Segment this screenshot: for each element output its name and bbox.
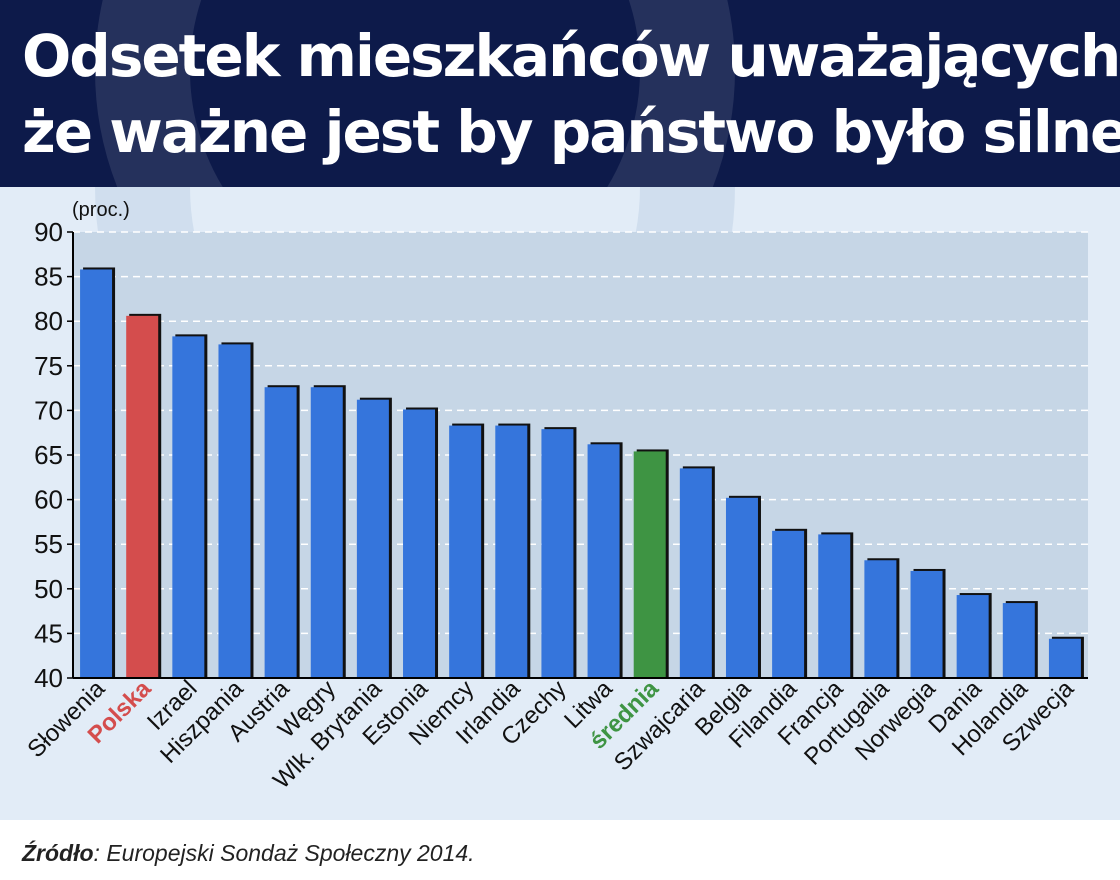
y-tick-label: 55 <box>34 529 63 559</box>
y-tick-label: 45 <box>34 618 63 648</box>
bar <box>956 595 989 678</box>
y-tick-label: 75 <box>34 351 63 381</box>
y-tick-label: 65 <box>34 440 63 470</box>
bar <box>449 425 482 678</box>
y-tick-label: 50 <box>34 574 63 604</box>
bar <box>356 399 389 678</box>
y-tick-label: 70 <box>34 395 63 425</box>
bar <box>495 425 528 678</box>
y-tick-label: 40 <box>34 663 63 693</box>
y-tick-label: 85 <box>34 262 63 292</box>
header-banner: Odsetek mieszkańców uważających, że ważn… <box>0 0 1120 187</box>
bar <box>772 530 805 678</box>
bar <box>126 315 159 678</box>
bar <box>1048 638 1081 678</box>
source-label: Źródło <box>22 840 94 866</box>
bar <box>1002 603 1035 678</box>
y-tick-label: 90 <box>34 217 63 247</box>
bar <box>910 570 943 678</box>
bar <box>864 560 897 678</box>
bar <box>541 429 574 678</box>
source-text: : Europejski Sondaż Społeczny 2014. <box>93 840 475 866</box>
chart-title: Odsetek mieszkańców uważających, że ważn… <box>22 18 1120 170</box>
header-decoration <box>95 0 735 187</box>
y-tick-label: 80 <box>34 306 63 336</box>
bar <box>818 534 851 678</box>
bar <box>403 409 436 678</box>
y-axis-unit-label: (proc.) <box>72 199 130 221</box>
bar <box>633 451 666 678</box>
bar <box>80 269 113 678</box>
bar-chart: 4045505560657075808590(proc.)SłoweniaPol… <box>22 199 1088 794</box>
bar <box>218 344 251 678</box>
bar <box>310 387 343 678</box>
bar <box>679 468 712 678</box>
bar <box>172 336 205 678</box>
title-line-2: że ważne jest by państwo było silne <box>22 98 1120 166</box>
bar <box>725 497 758 678</box>
source-note: Źródło: Europejski Sondaż Społeczny 2014… <box>0 820 1120 880</box>
bar <box>264 387 297 678</box>
bar <box>587 444 620 678</box>
title-line-1: Odsetek mieszkańców uważających, <box>22 22 1120 90</box>
y-tick-label: 60 <box>34 485 63 515</box>
